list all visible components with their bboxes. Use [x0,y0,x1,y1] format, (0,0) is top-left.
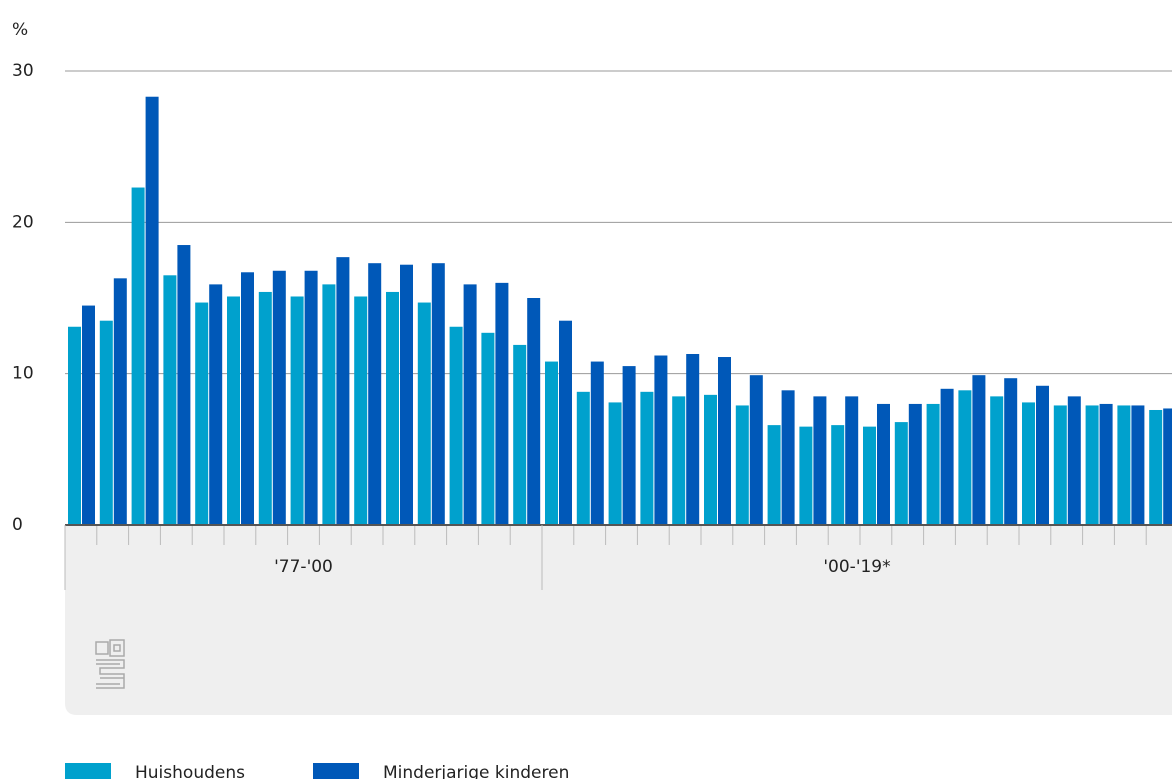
bar [894,422,908,525]
group-label: '00-'19* [823,557,890,577]
bar [590,361,604,525]
legend-swatch [313,763,359,779]
bar [1163,408,1172,525]
y-tick-label: 0 [12,515,23,535]
bar [368,263,382,525]
bar [845,396,859,525]
bar [686,353,700,525]
bar [608,402,622,525]
bar [227,296,240,525]
bar [767,425,781,525]
bar [131,187,145,525]
bar [672,396,686,525]
bar [1022,402,1035,525]
bar [209,284,223,525]
bar [1131,405,1145,525]
bar [1053,405,1067,525]
bar [68,326,81,525]
bar [495,282,509,525]
bar [813,396,827,525]
bar [704,394,717,525]
x-axis-panel [65,525,1172,715]
bar [1036,385,1049,525]
y-tick-label: 10 [12,364,34,384]
bar [1067,396,1081,525]
bar [831,425,845,525]
legend-label: Minderjarige kinderen [383,763,569,779]
bar [304,270,318,525]
bar [1149,409,1163,525]
bar [749,375,763,525]
bar [1085,405,1099,525]
bar [940,388,954,525]
legend-label: Huishoudens [135,763,245,779]
bar [82,305,95,525]
bar [877,403,890,525]
bar [640,391,654,525]
bar [559,320,572,525]
bar [718,357,731,525]
bar [431,263,445,525]
bar [272,270,286,525]
bar [258,291,272,525]
y-axis-label: % [12,20,28,40]
y-tick-label: 20 [12,212,34,232]
bar [177,245,191,526]
bar [241,272,254,525]
bar [926,403,940,525]
bar [1099,403,1113,525]
bar [195,302,209,525]
legend-swatch [65,763,111,779]
bar [958,390,972,525]
bar [908,403,922,525]
bar [449,326,463,525]
bar [990,396,1004,525]
bar [799,426,813,525]
bar [290,296,304,525]
bar [527,298,541,525]
cbs-logo [95,639,125,689]
bar [113,278,127,525]
bar [145,96,159,525]
group-label: '77-'00 [274,557,333,577]
bar [654,355,668,525]
bar [1117,405,1131,525]
bar [1004,378,1018,525]
bar [386,291,399,525]
bar [781,390,795,525]
bar [354,296,368,525]
bar [417,302,431,525]
bar [513,344,527,525]
bar [99,320,113,525]
bar [336,257,350,525]
bar [622,366,636,525]
bar [163,275,177,525]
bar [545,361,558,525]
bar [322,284,336,525]
bar [400,264,413,525]
bar [735,405,749,525]
bar [481,332,495,525]
bar [863,426,876,525]
bar [972,375,986,525]
bar [463,284,477,525]
bar [576,391,590,525]
y-tick-label: 30 [12,61,34,81]
